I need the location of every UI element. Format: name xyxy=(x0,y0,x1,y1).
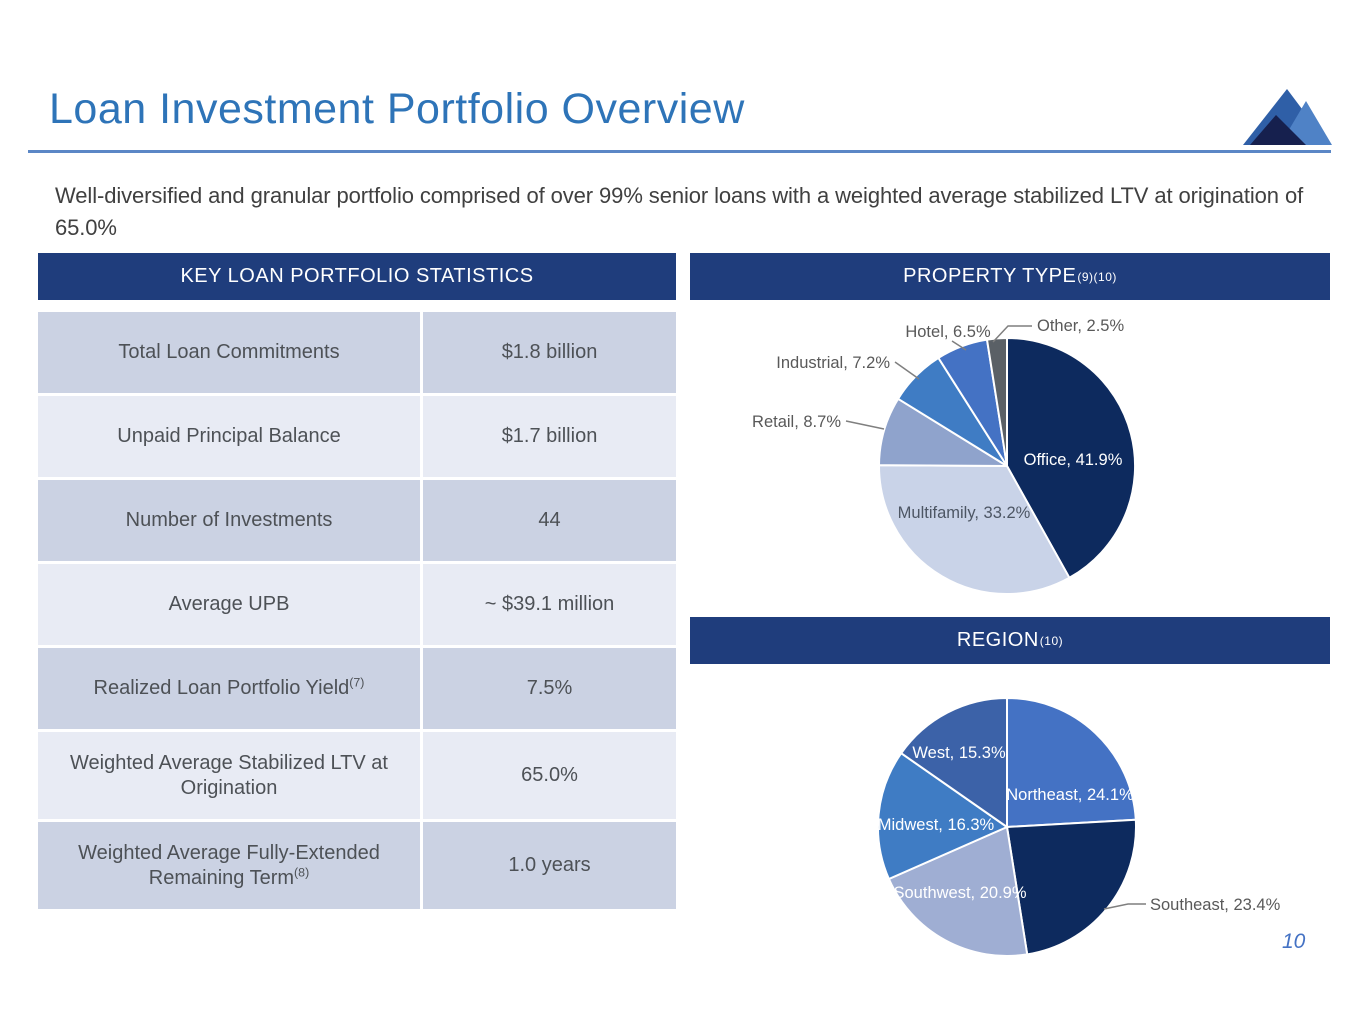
pie-label-office: Office, 41.9% xyxy=(1024,451,1123,469)
pie-slice-office xyxy=(1006,337,1136,579)
stat-label: Total Loan Commitments xyxy=(38,312,420,393)
pie-slice-northeast xyxy=(1006,697,1137,828)
pie-label-other: Other, 2.5% xyxy=(1037,317,1124,335)
stat-value: 7.5% xyxy=(423,648,676,729)
leader-line xyxy=(992,325,1032,343)
stat-value: $1.7 billion xyxy=(423,396,676,477)
pie-slice-midwest xyxy=(877,752,1008,880)
stat-value: 44 xyxy=(423,480,676,561)
stat-label: Weighted Average Stabilized LTV at Origi… xyxy=(38,732,420,819)
table-row: Unpaid Principal Balance $1.7 billion xyxy=(38,396,676,477)
key-loan-statistics-panel: KEY LOAN PORTFOLIO STATISTICS Total Loan… xyxy=(38,253,676,909)
property-type-header-label: PROPERTY TYPE xyxy=(903,265,1077,287)
stat-label: Weighted Average Fully-Extended Remainin… xyxy=(38,822,420,909)
title-underline xyxy=(28,150,1331,153)
pie-label-midwest: Midwest, 16.3% xyxy=(878,816,995,834)
table-row: Realized Loan Portfolio Yield(7) 7.5% xyxy=(38,648,676,729)
property-type-header: PROPERTY TYPE (9)(10) xyxy=(690,253,1330,300)
leader-line xyxy=(845,420,885,430)
leader-line xyxy=(951,340,967,351)
mountain-logo-icon xyxy=(1243,89,1332,145)
table-row: Average UPB ~ $39.1 million xyxy=(38,564,676,645)
leader-line xyxy=(894,361,920,380)
region-header-label: REGION xyxy=(956,629,1039,651)
pie-label-multifamily: Multifamily, 33.2% xyxy=(898,504,1031,522)
stats-panel-header-label: KEY LOAN PORTFOLIO STATISTICS xyxy=(180,265,534,287)
stat-value: $1.8 billion xyxy=(423,312,676,393)
pie-label-northeast: Northeast, 24.1% xyxy=(1006,786,1134,804)
pie-label-industrial: Industrial, 7.2% xyxy=(776,354,890,372)
leader-line xyxy=(1103,903,1146,910)
pie-slice-multifamily xyxy=(877,464,1071,596)
pie-label-hotel: Hotel, 6.5% xyxy=(905,323,991,341)
pie-label-southwest: Southwest, 20.9% xyxy=(894,884,1027,902)
table-row: Weighted Average Fully-Extended Remainin… xyxy=(38,822,676,909)
table-row: Weighted Average Stabilized LTV at Origi… xyxy=(38,732,676,819)
stat-value: ~ $39.1 million xyxy=(423,564,676,645)
table-row: Total Loan Commitments $1.8 billion xyxy=(38,312,676,393)
pie-label-west: West, 15.3% xyxy=(912,744,1006,762)
pie-slice-west xyxy=(900,697,1008,828)
stat-label: Unpaid Principal Balance xyxy=(38,396,420,477)
pie-slice-southwest xyxy=(887,826,1029,957)
region-header: REGION (10) xyxy=(690,617,1330,664)
page-number: 10 xyxy=(1282,930,1306,953)
pie-label-southeast: Southeast, 23.4% xyxy=(1150,896,1281,914)
page-title: Loan Investment Portfolio Overview xyxy=(49,85,745,133)
stats-panel-header: KEY LOAN PORTFOLIO STATISTICS xyxy=(38,253,676,300)
stat-label: Realized Loan Portfolio Yield(7) xyxy=(38,648,420,729)
stat-label: Number of Investments xyxy=(38,480,420,561)
stat-value: 1.0 years xyxy=(423,822,676,909)
stat-value: 65.0% xyxy=(423,732,676,819)
stat-label: Average UPB xyxy=(38,564,420,645)
stats-rows: Total Loan Commitments $1.8 billion Unpaid… xyxy=(38,312,676,909)
table-row: Number of Investments 44 xyxy=(38,480,676,561)
slide-subtitle: Well-diversified and granular portfolio … xyxy=(55,183,1304,240)
pie-label-retail: Retail, 8.7% xyxy=(752,413,841,431)
